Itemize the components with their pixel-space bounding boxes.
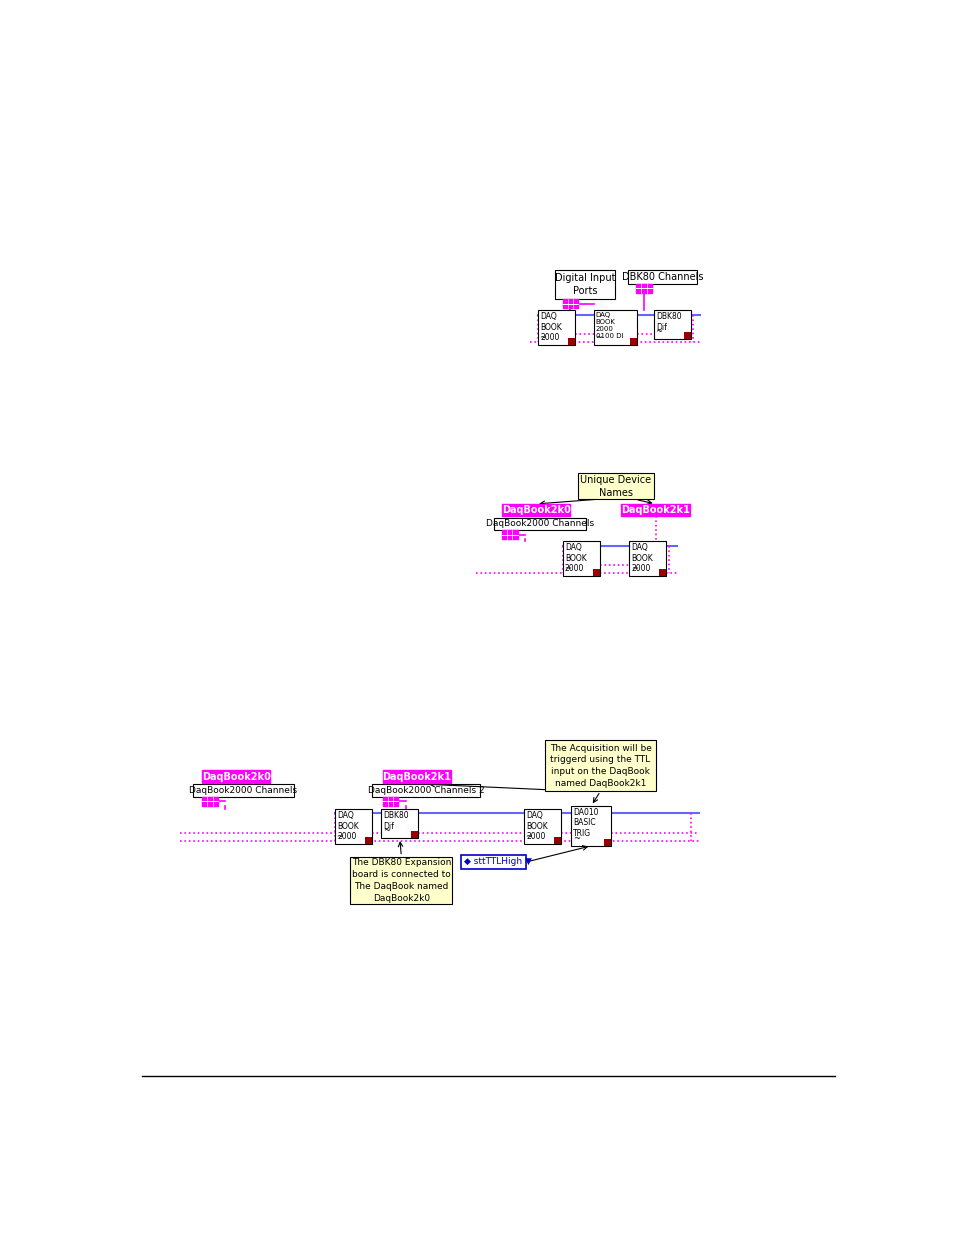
Text: Unique Device
Names: Unique Device Names — [579, 474, 651, 498]
Bar — [382, 771, 451, 783]
Text: DBK80 Channels: DBK80 Channels — [621, 272, 702, 282]
Text: DAQ
BOOK
2000: DAQ BOOK 2000 — [564, 543, 586, 573]
Bar — [629, 541, 666, 577]
Text: ~: ~ — [595, 333, 601, 342]
Bar — [592, 569, 599, 577]
Bar — [567, 338, 575, 346]
Bar — [460, 855, 525, 869]
Text: DaqBook2000 Channels: DaqBook2000 Channels — [189, 785, 297, 795]
Text: ◆ sttTTLHigh ▼: ◆ sttTTLHigh ▼ — [464, 857, 532, 867]
Bar — [544, 740, 656, 792]
Text: DBK80
Dif: DBK80 Dif — [656, 312, 681, 332]
Bar — [494, 517, 585, 530]
Bar — [335, 809, 372, 845]
Bar — [659, 569, 666, 577]
Bar — [365, 837, 372, 845]
Bar — [683, 332, 691, 340]
Text: DaqBook2k0: DaqBook2k0 — [202, 772, 271, 782]
Bar — [578, 473, 654, 499]
Bar — [501, 530, 517, 540]
Bar — [537, 310, 575, 346]
Text: ~: ~ — [572, 834, 579, 842]
Text: DAQ
BOOK
2000: DAQ BOOK 2000 — [539, 312, 561, 342]
Text: ~: ~ — [538, 333, 546, 342]
Bar — [620, 504, 689, 516]
Text: Digital Input
Ports: Digital Input Ports — [555, 273, 615, 295]
Text: DaqBook2k0: DaqBook2k0 — [501, 505, 570, 515]
Text: DAQ
BOOK
2000
0100 DI: DAQ BOOK 2000 0100 DI — [596, 312, 622, 340]
Text: DAQ
BOOK
2000: DAQ BOOK 2000 — [336, 811, 358, 841]
Text: DaqBook2k1: DaqBook2k1 — [620, 505, 689, 515]
Bar — [562, 541, 599, 577]
Text: ~: ~ — [655, 327, 661, 336]
Bar — [629, 338, 637, 346]
Bar — [562, 299, 578, 309]
Bar — [411, 831, 418, 839]
Bar — [604, 839, 611, 846]
Text: DBK80
Dif: DBK80 Dif — [383, 811, 409, 831]
Text: DAQ
BOOK
2000: DAQ BOOK 2000 — [631, 543, 653, 573]
Bar — [350, 857, 452, 904]
Bar — [636, 284, 651, 293]
Text: DAQ
BOOK
2000: DAQ BOOK 2000 — [525, 811, 547, 841]
Bar — [593, 310, 637, 346]
Text: The Acquisition will be
triggerd using the TTL
input on the DaqBook
named DaqBoo: The Acquisition will be triggerd using t… — [549, 743, 651, 788]
Bar — [628, 270, 696, 284]
Bar — [372, 784, 480, 797]
Bar — [654, 310, 691, 340]
Bar — [554, 837, 560, 845]
Bar — [382, 797, 397, 805]
Text: ~: ~ — [382, 826, 390, 835]
Text: DaqBook2000 Channels 2: DaqBook2000 Channels 2 — [368, 785, 484, 795]
Text: DaqBook2000 Channels: DaqBook2000 Channels — [485, 520, 594, 529]
Bar — [571, 805, 611, 846]
Bar — [381, 809, 418, 839]
Bar — [193, 784, 294, 797]
Bar — [501, 504, 570, 516]
Text: ~: ~ — [525, 832, 532, 841]
Text: ~: ~ — [335, 832, 343, 841]
Text: ~: ~ — [630, 564, 638, 573]
Bar — [202, 771, 270, 783]
Text: DA010
BASIC
TRIG: DA010 BASIC TRIG — [573, 808, 598, 837]
Bar — [523, 809, 560, 845]
Text: The DBK80 Expansion
board is connected to
The DaqBook named
DaqBook2k0: The DBK80 Expansion board is connected t… — [352, 858, 451, 903]
Text: ~: ~ — [563, 564, 571, 573]
Text: DaqBook2k1: DaqBook2k1 — [382, 772, 451, 782]
Bar — [555, 270, 615, 299]
Bar — [202, 797, 217, 805]
